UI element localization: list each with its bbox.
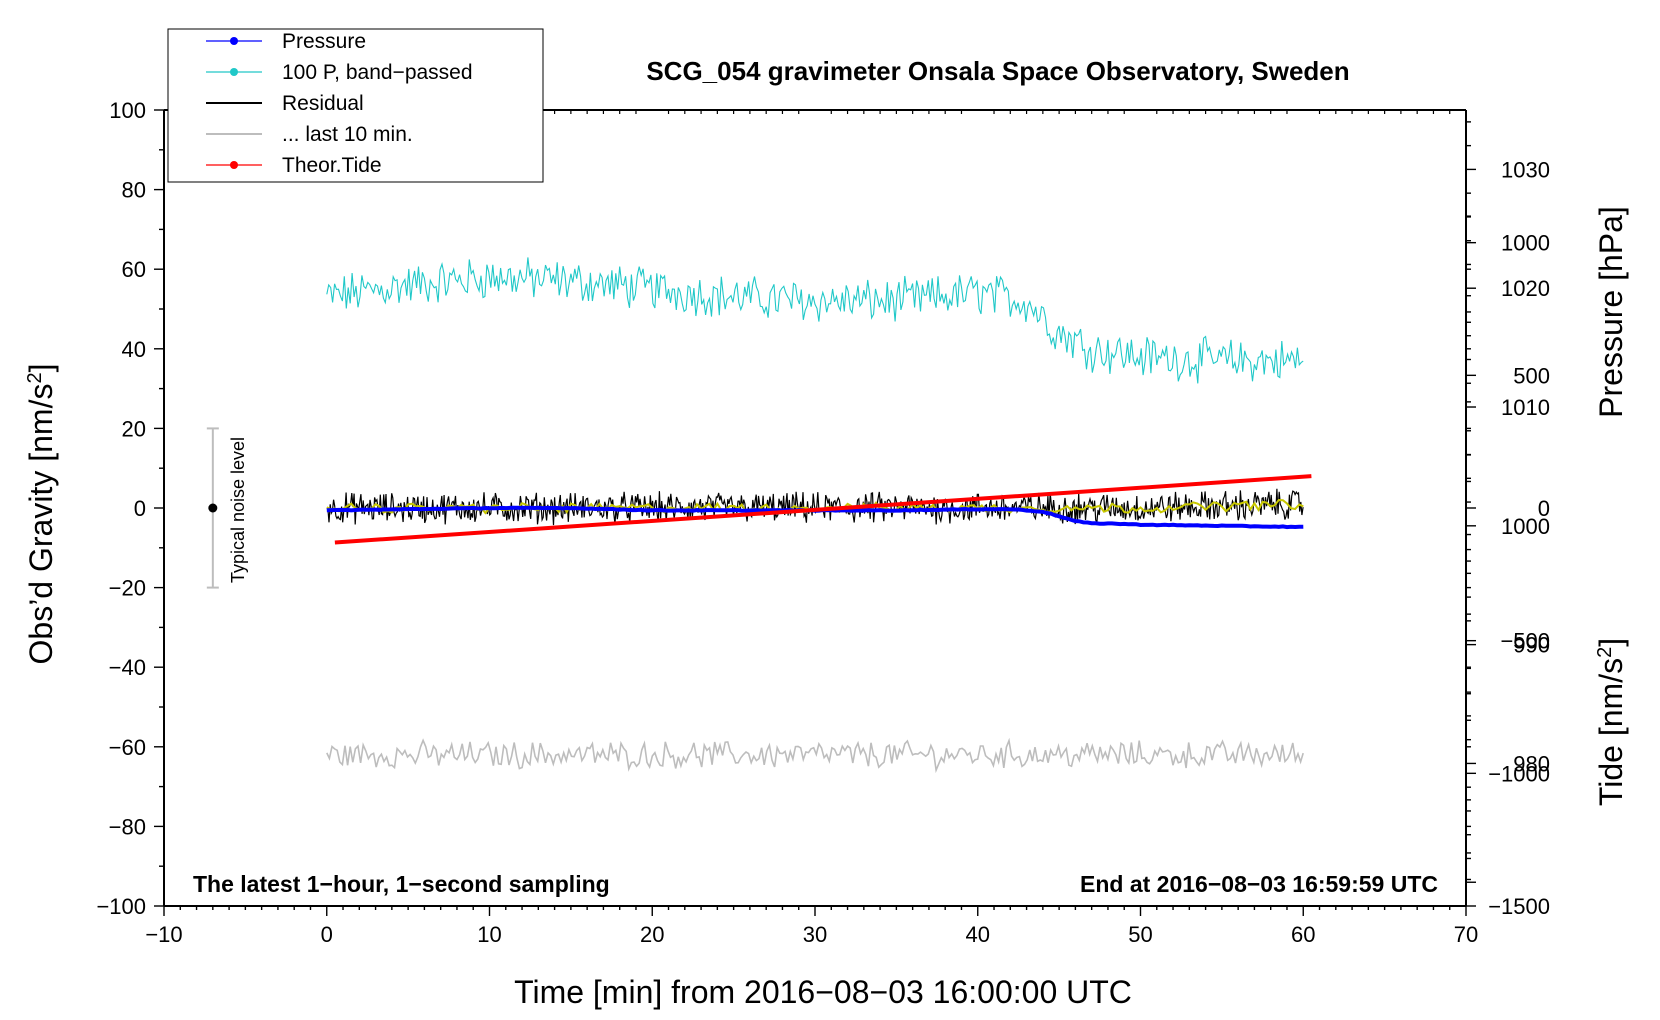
pressure-tick-label: 980: [1513, 751, 1550, 776]
x-tick-label: 50: [1128, 922, 1152, 947]
pressure-tick-label: 1030: [1501, 157, 1550, 182]
x-tick-label: 70: [1454, 922, 1478, 947]
y-tick-label: 80: [122, 178, 146, 203]
legend-box: [167, 28, 544, 183]
legend-label: Residual: [282, 92, 364, 115]
y-tick-label: −20: [109, 576, 146, 601]
legend-item: ... last 10 min.: [206, 123, 413, 146]
y-tick-label: 0: [134, 496, 146, 521]
legend-swatch-marker: [230, 161, 238, 169]
tide-axis-title: Tide [nm/s2]: [1593, 638, 1629, 806]
legend-item: Residual: [206, 92, 364, 115]
legend: Pressure 100 P, band−passed Residual ... la…: [167, 28, 544, 183]
y-tick-label: 60: [122, 257, 146, 282]
tide-tick-label: −500: [1500, 629, 1550, 654]
series-last-10-min: [326, 737, 1304, 774]
y-tick-label: −40: [109, 655, 146, 680]
y-axis-title-left: Obs’d Gravity [nm/s2]: [23, 364, 59, 665]
noise-indicator: Typical noise level: [206, 427, 248, 589]
pressure-tick-label: 990: [1513, 633, 1550, 658]
chart-title: SCG_054 gravimeter Onsala Space Observat…: [646, 56, 1349, 86]
y-tick-labels: −100 −80 −60 −40 −20 0 20 40 60 80 100: [96, 98, 146, 919]
y-tick-label: −80: [109, 814, 146, 839]
pressure-tick-labels: 980 990 1000 1010 1020 1030: [1501, 157, 1550, 776]
y-tick-label: 40: [122, 337, 146, 362]
pressure-tick-label: 1010: [1501, 395, 1550, 420]
plot-frame: [154, 109, 1476, 916]
x-axis-title: Time [min] from 2016−08−03 16:00:00 UTC: [514, 974, 1132, 1010]
annotation-end-time: End at 2016−08−03 16:59:59 UTC: [1080, 871, 1438, 897]
y-axis-title-left-main: Obs’d Gravity [nm/s: [23, 384, 59, 665]
tide-tick-label: 500: [1513, 363, 1550, 388]
pressure-tick-label: 1000: [1501, 514, 1550, 539]
legend-label: 100 P, band−passed: [282, 61, 473, 84]
tide-tick-label: 1000: [1501, 231, 1550, 256]
noise-indicator-dot: [208, 503, 218, 513]
x-tick-label: 40: [966, 922, 990, 947]
series-layer: [326, 257, 1312, 774]
x-tick-label: 30: [803, 922, 827, 947]
legend-item: Theor.Tide: [206, 154, 382, 177]
y-axis-title-left-sup: 2: [24, 372, 46, 383]
x-tick-label: 60: [1291, 922, 1315, 947]
legend-label: Theor.Tide: [282, 154, 382, 177]
y-tick-label: −60: [109, 735, 146, 760]
legend-swatch-marker: [230, 68, 238, 76]
tide-tick-label: 0: [1538, 496, 1550, 521]
y-tick-label: 100: [109, 98, 146, 123]
tide-axis-title-end: ]: [1593, 638, 1629, 647]
tide-tick-label: −1000: [1488, 761, 1550, 786]
legend-label: Pressure: [282, 30, 366, 53]
legend-item: Pressure: [206, 30, 366, 53]
noise-indicator-label: Typical noise level: [228, 437, 248, 583]
legend-items: Pressure 100 P, band−passed Residual ... la…: [206, 30, 473, 177]
x-tick-labels: −10 0 10 20 30 40 50 60 70: [145, 922, 1478, 947]
x-tick-label: 10: [477, 922, 501, 947]
annotation-sampling: The latest 1−hour, 1−second sampling: [193, 871, 610, 897]
legend-item: 100 P, band−passed: [206, 61, 473, 84]
pressure-tick-label: 1020: [1501, 276, 1550, 301]
legend-label: ... last 10 min.: [282, 123, 413, 146]
x-tick-label: 20: [640, 922, 664, 947]
x-tick-label: −10: [145, 922, 182, 947]
y-axis-title-left-end: ]: [23, 364, 59, 373]
series-theor-tide: [334, 474, 1312, 545]
series-bandpassed-pressure: [326, 257, 1304, 384]
tide-tick-labels: −1500 −1000 −500 0 500 1000: [1488, 231, 1550, 919]
pressure-axis-title: Pressure [hPa]: [1593, 206, 1629, 418]
tide-axis-title-sup: 2: [1594, 647, 1616, 658]
legend-swatch-marker: [230, 37, 238, 45]
tide-tick-label: −1500: [1488, 894, 1550, 919]
tide-axis-title-main: Tide [nm/s: [1593, 658, 1629, 806]
x-tick-label: 0: [321, 922, 333, 947]
y-tick-label: 20: [122, 416, 146, 441]
y-tick-label: −100: [96, 894, 146, 919]
